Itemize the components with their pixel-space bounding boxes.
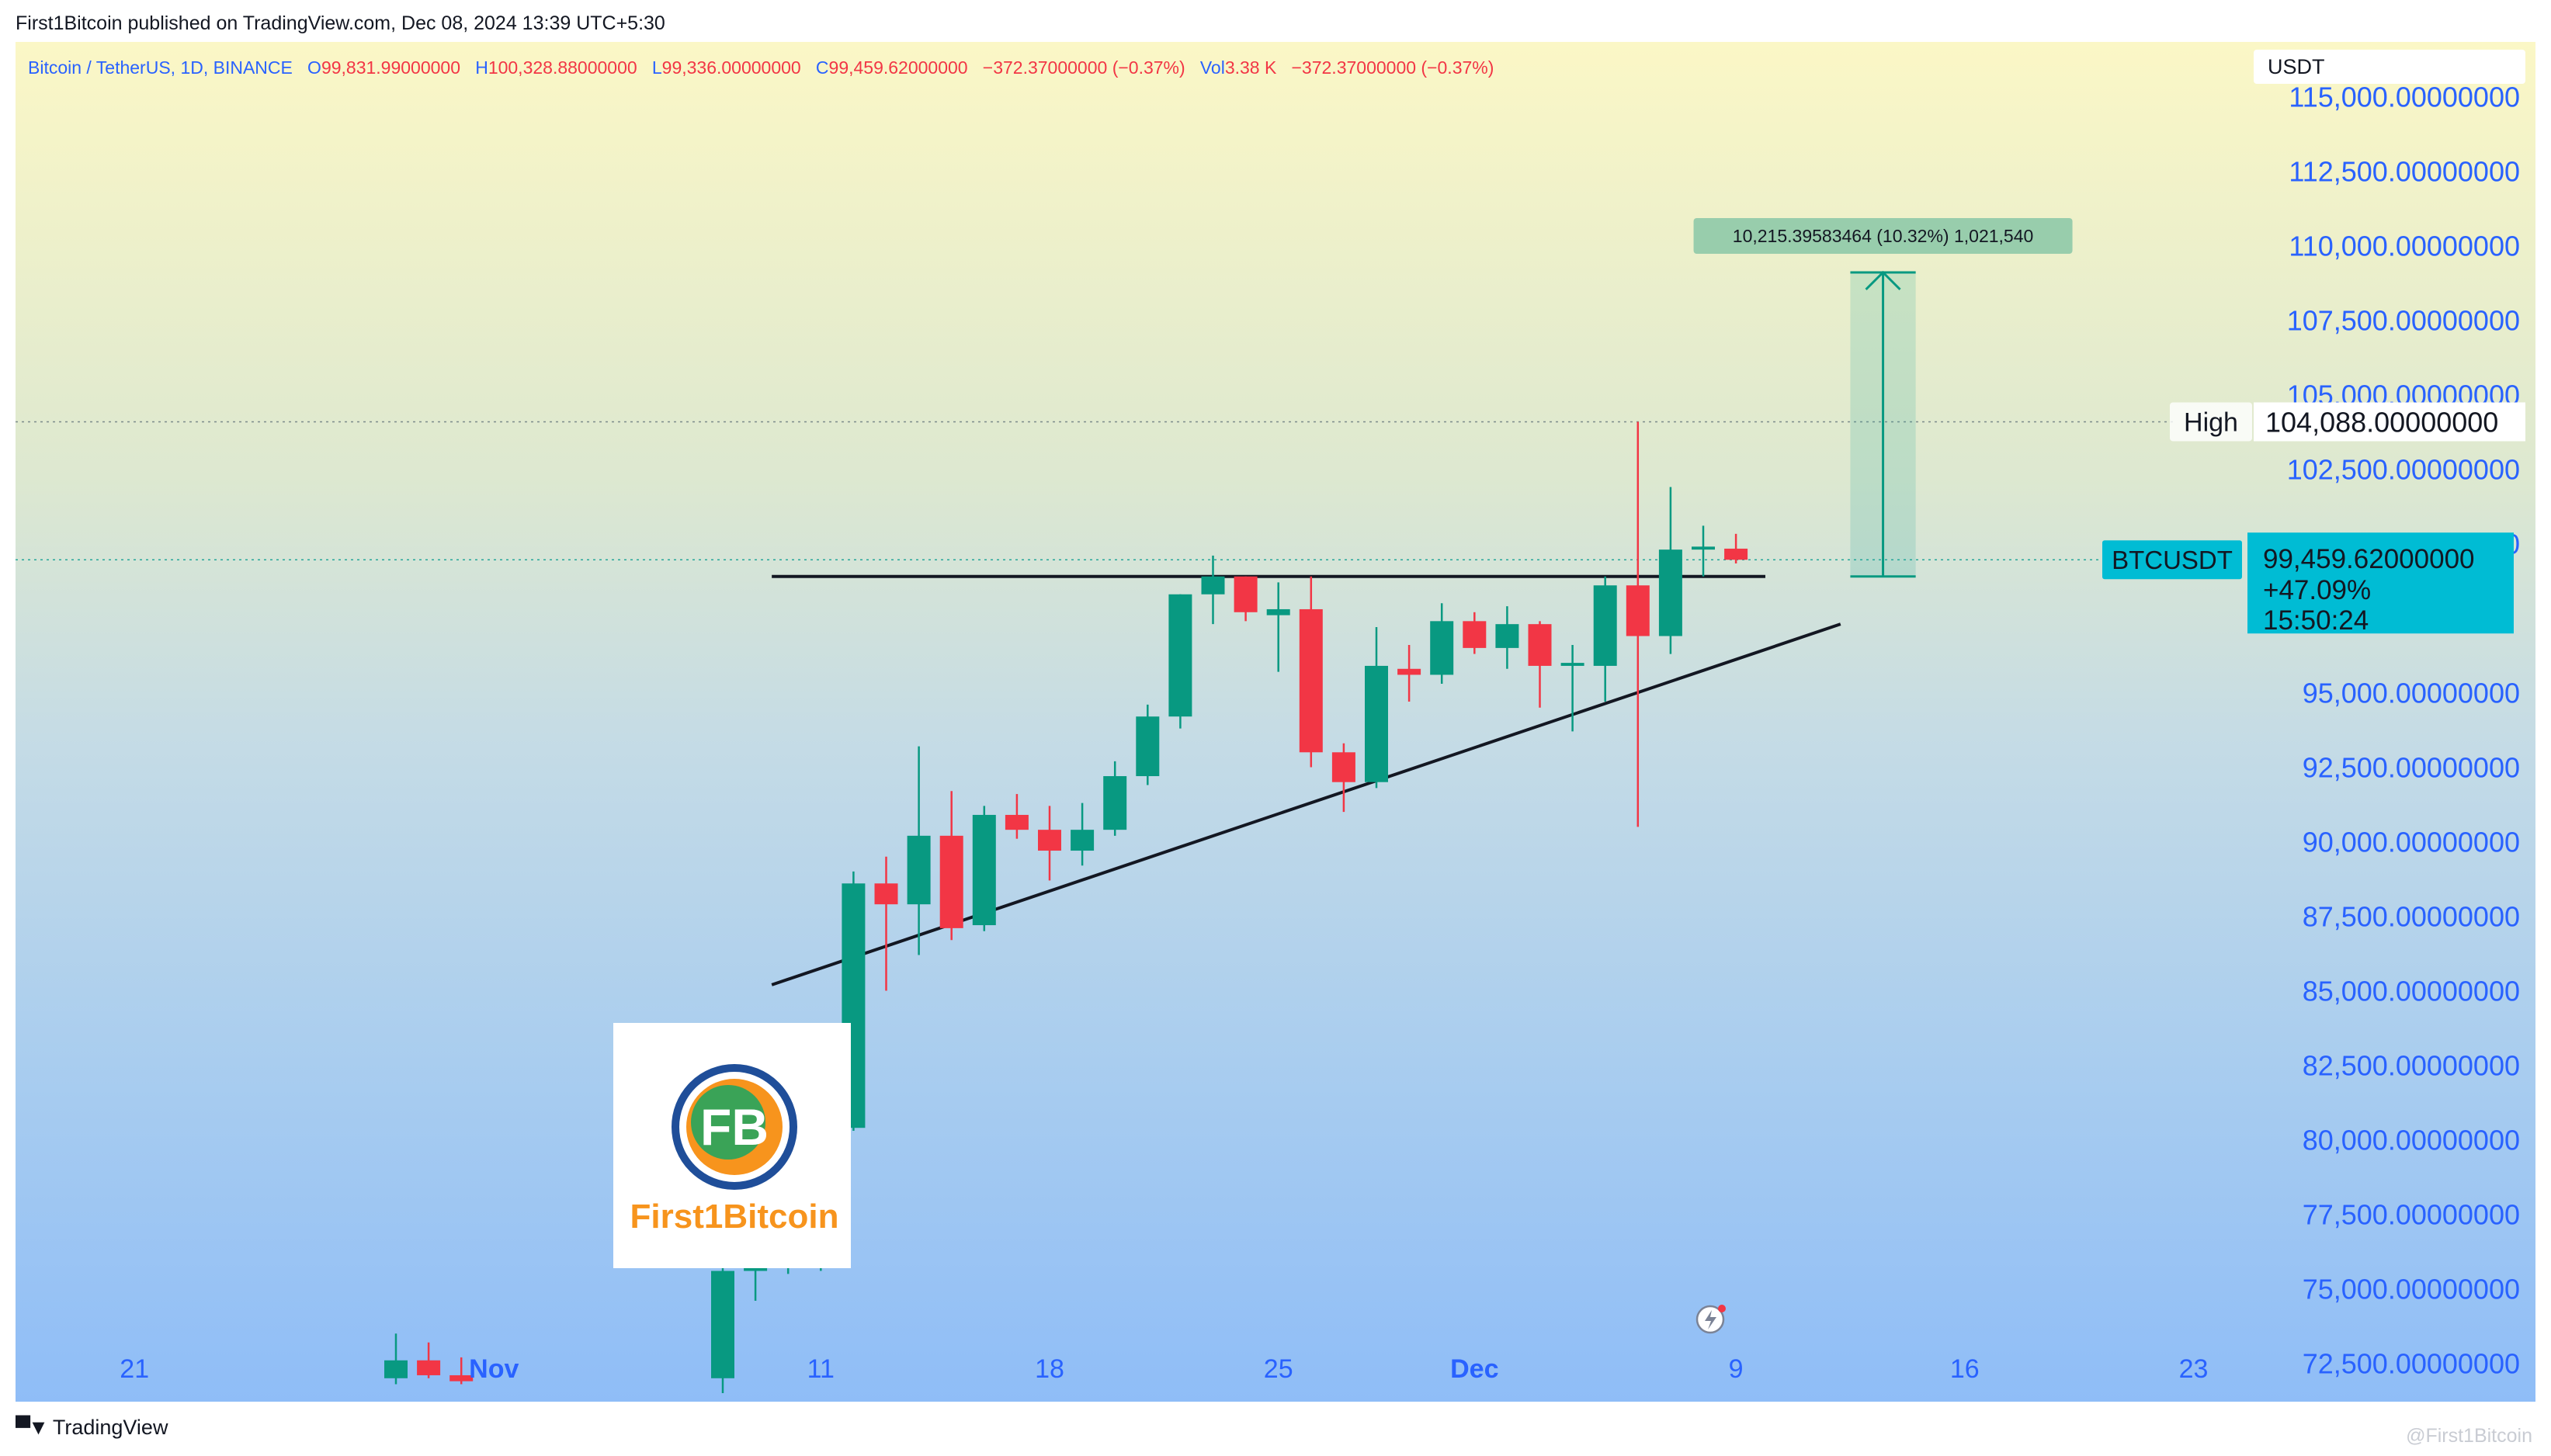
measure-label: 10,215.39583464 (10.32%) 1,021,540 [1733,226,2034,246]
y-tick-label: 87,500.00000000 [2303,901,2520,933]
candle-down[interactable] [1299,608,1323,753]
legend-low: 99,336.00000000 [661,57,801,78]
legend-vol-change: −372.37000000 (−0.37%) [1291,57,1494,78]
candle-up[interactable] [1201,576,1225,595]
y-tick-label: 115,000.00000000 [2289,81,2520,113]
x-tick-label: 21 [120,1354,149,1384]
price-tag-change: +47.09% [2263,575,2371,605]
logo-ring [672,1064,797,1190]
y-tick-label: 77,500.00000000 [2303,1199,2520,1231]
legend-low-label: L [651,57,662,78]
y-tick-label: 72,500.00000000 [2303,1348,2520,1380]
candle-down[interactable] [417,1360,441,1375]
x-tick-label: 9 [1729,1354,1744,1384]
high-label-text: High [2184,407,2238,437]
candle-down[interactable] [1463,621,1487,648]
candle-down[interactable] [1528,624,1552,666]
measure-label-box [1693,217,2073,254]
x-tick-label: 25 [1264,1354,1293,1384]
x-tick-label: 18 [1035,1354,1064,1384]
legend-vol-label: Vol [1199,57,1225,78]
candle-up[interactable] [1168,594,1192,717]
ohlc-legend: Bitcoin / TetherUS, 1D, BINANCE O99,831.… [28,57,1494,78]
x-tick-label: 23 [2179,1354,2209,1384]
candle-down[interactable] [1724,548,1748,560]
legend-high: 100,328.88000000 [488,57,637,78]
candle-down[interactable] [1234,576,1258,612]
candle-down[interactable] [1397,668,1421,675]
legend-open-label: O [307,57,321,78]
symbol-tag-text: BTCUSDT [2112,546,2233,574]
symbol-tag-box [2102,540,2242,580]
candle-up[interactable] [1692,546,1715,550]
y-tick-label: 92,500.00000000 [2303,752,2520,784]
price-tag-box[interactable] [2247,532,2514,634]
x-tick-label: 16 [1950,1354,1980,1384]
legend-symbol[interactable]: Bitcoin / TetherUS, 1D, BINANCE [28,57,293,78]
candle-down[interactable] [1038,830,1061,851]
y-tick-label: 85,000.00000000 [2303,976,2520,1007]
candle-up[interactable] [1103,776,1127,830]
y-tick-label: 82,500.00000000 [2303,1050,2520,1082]
candle-up[interactable] [1266,608,1290,615]
x-tick-label: Nov [469,1354,519,1384]
price-tag-value: 99,459.62000000 [2263,544,2475,574]
footer-brand[interactable]: ▀▼ TradingView [16,1416,168,1440]
measure-arrow-head-icon [1865,270,1901,291]
candle-up[interactable] [711,1271,734,1378]
y-tick-label: 80,000.00000000 [2303,1125,2520,1156]
logo-text: First1Bitcoin [630,1198,839,1236]
logo-monogram-icon: FB [700,1098,769,1156]
first1bitcoin-logo: FB First1Bitcoin [613,1023,851,1268]
candle-up[interactable] [1495,624,1519,648]
replay-icon[interactable] [1695,1305,1726,1334]
candle-up[interactable] [907,835,931,905]
candle-up[interactable] [1560,663,1584,666]
publisher-line: First1Bitcoin published on TradingView.c… [16,12,665,34]
candle-down[interactable] [1331,752,1355,782]
candle-up[interactable] [1430,621,1454,675]
candle-up[interactable] [1365,665,1388,782]
logo-inner [691,1085,765,1160]
y-tick-label: 107,500.00000000 [2287,304,2520,336]
candle-up[interactable] [1071,830,1095,851]
legend-close-label: C [815,57,829,78]
candle-down[interactable] [939,835,963,928]
legend-close: 99,459.62000000 [828,57,968,78]
price-tag-countdown: 15:50:24 [2263,605,2369,636]
chart-area[interactable] [16,42,2535,1402]
candle-down[interactable] [1626,585,1650,636]
high-price-box [2254,402,2525,442]
candle-down[interactable] [874,883,898,905]
y-tick-label: 110,000.00000000 [2289,230,2520,262]
tradingview-logo-icon: ▀▼ [16,1416,49,1439]
legend-high-label: H [475,57,488,78]
x-tick-label: Dec [1450,1354,1498,1384]
currency-selector[interactable]: USDT [2254,50,2525,84]
y-tick-label: 102,500.00000000 [2287,453,2520,485]
candle-up[interactable] [1136,716,1160,777]
candle-down[interactable] [449,1375,474,1381]
legend-vol: 3.38 K [1224,57,1277,78]
legend-change: −372.37000000 (−0.37%) [982,57,1185,78]
footer-brand-text: TradingView [52,1416,168,1439]
high-label-box [2170,402,2252,442]
y-tick-label: 90,000.00000000 [2303,827,2520,858]
high-price-text: 104,088.00000000 [2265,406,2498,438]
y-tick-label: 112,500.00000000 [2289,155,2520,187]
candle-up[interactable] [1593,585,1617,666]
watermark: @First1Bitcoin [2406,1425,2532,1447]
candle-down[interactable] [1005,814,1029,830]
legend-open: 99,831.99000000 [321,57,461,78]
candle-up[interactable] [384,1360,408,1378]
x-tick-label: 11 [807,1354,835,1384]
y-tick-label: 95,000.00000000 [2303,677,2520,709]
candle-up[interactable] [972,814,996,926]
candle-up[interactable] [1658,549,1682,636]
y-tick-label: 75,000.00000000 [2303,1274,2520,1305]
